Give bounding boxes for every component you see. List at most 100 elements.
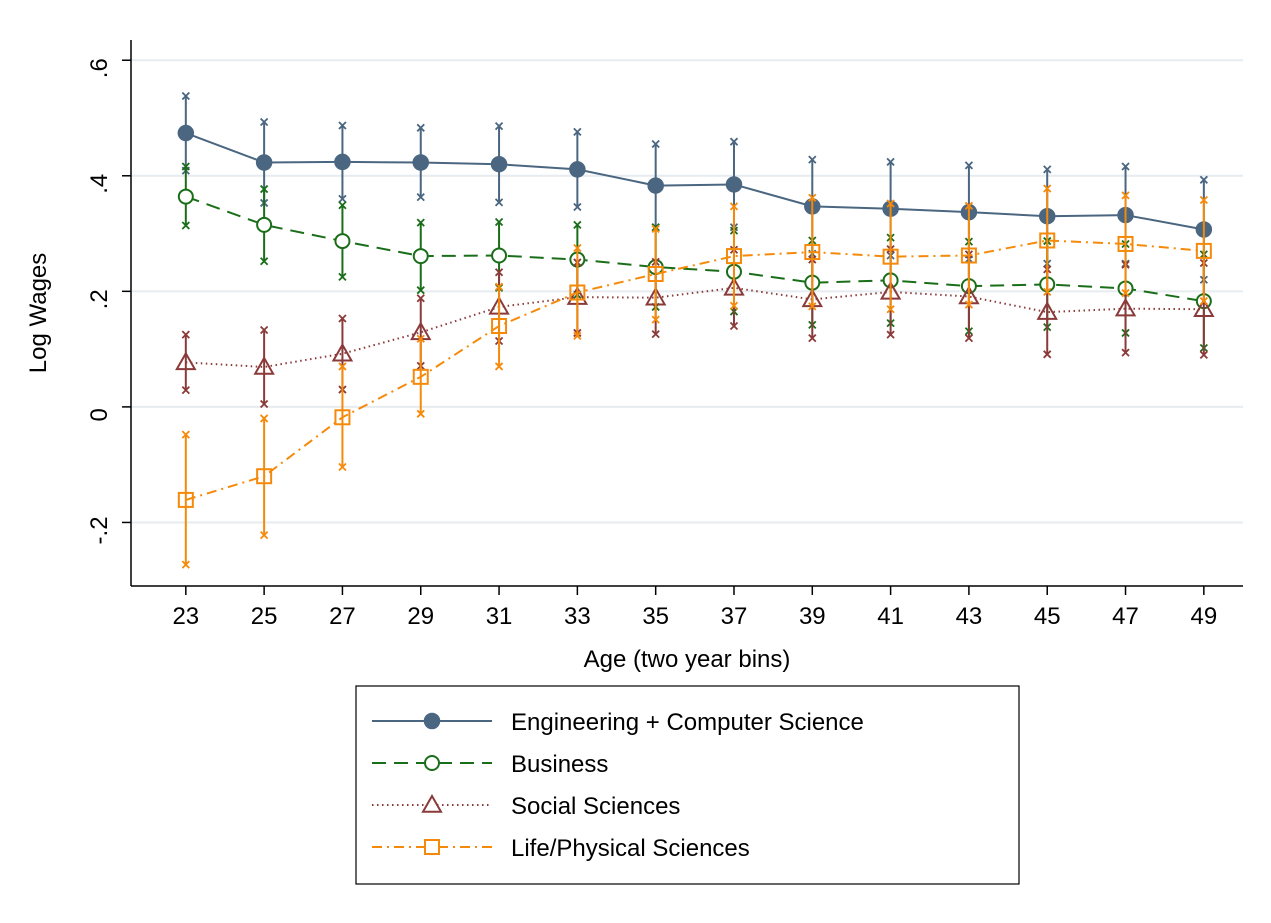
data-point-filled-circle — [334, 153, 351, 171]
series-line — [185, 286, 1204, 369]
data-point-hollow-square — [569, 284, 586, 301]
error-bar-cap — [808, 333, 817, 343]
error-bar-cap — [964, 300, 974, 309]
error-bar-cap — [808, 302, 817, 311]
x-tick-label: 49 — [1190, 603, 1217, 630]
legend-item-4: Life/Physical Sciences — [372, 835, 750, 862]
legend-label: Life/Physical Sciences — [511, 835, 750, 862]
error-bar-cap — [494, 282, 504, 291]
error-bar-cap — [494, 217, 504, 227]
data-point-hollow-triangle — [331, 342, 354, 362]
data-point-hollow-square — [256, 468, 273, 485]
y-axis-title: Log Wages — [25, 253, 52, 374]
error-bar-cap — [651, 224, 660, 234]
x-tick-label: 39 — [799, 603, 826, 630]
error-bar-cap — [181, 91, 190, 101]
error-bar-cap — [573, 202, 582, 212]
error-bar-cap — [259, 414, 269, 423]
error-bar-cap — [1199, 195, 1208, 205]
gridlines — [131, 59, 1243, 524]
series-4 — [177, 184, 1212, 569]
error-bar-cap — [1199, 350, 1208, 360]
x-axis-title: Age (two year bins) — [584, 646, 791, 673]
error-bar-cap — [964, 201, 974, 210]
series-line — [185, 132, 1205, 231]
data-point-hollow-square — [177, 491, 194, 508]
data-point-hollow-triangle — [1193, 298, 1215, 317]
data-point-hollow-square — [882, 248, 899, 265]
error-bar-cap — [338, 314, 347, 323]
error-bar-cap — [651, 315, 660, 324]
x-tick-label: 25 — [251, 603, 278, 630]
y-tick-label: -.2 — [86, 516, 113, 544]
error-bar-cap — [573, 220, 582, 230]
y-tick-label: .2 — [86, 289, 113, 309]
axes — [130, 40, 1243, 587]
error-bar-cap — [651, 329, 660, 339]
error-bar-cap — [259, 117, 269, 127]
error-bar-cap — [1121, 348, 1130, 357]
x-tick-label: 35 — [642, 603, 669, 630]
data-point-hollow-triangle — [175, 351, 197, 371]
error-bar-cap — [181, 330, 190, 339]
error-bar-cap — [416, 193, 425, 202]
error-bar-cap — [181, 385, 190, 395]
error-bar-cap — [181, 430, 190, 439]
data-point-hollow-circle — [334, 233, 351, 250]
legend-item-2: Business — [372, 751, 608, 778]
data-point-hollow-triangle — [1036, 301, 1058, 320]
data-point-hollow-square — [960, 247, 977, 264]
legend-marker-data-point-hollow-triangle — [421, 793, 443, 813]
x-axis-ticks: 23 25 27 29 31 33 35 37 39 41 43 45 47 49 — [172, 586, 1217, 630]
error-bar-cap — [181, 162, 190, 171]
error-bar-cap — [494, 362, 504, 371]
x-tick-label: 41 — [877, 603, 904, 630]
data-point-hollow-square — [1195, 242, 1212, 259]
error-bar-cap — [259, 325, 269, 335]
error-bar-cap — [259, 257, 269, 266]
data-point-filled-circle — [647, 177, 664, 194]
data-point-filled-circle — [412, 154, 429, 171]
error-bar-cap — [886, 157, 895, 167]
error-bar-cap — [494, 121, 504, 131]
error-bar-cap — [1043, 350, 1052, 359]
error-bar-cap — [338, 462, 347, 472]
x-tick-label: 45 — [1034, 603, 1061, 630]
data-point-hollow-triangle — [253, 356, 275, 375]
error-bar-cap — [416, 218, 425, 227]
error-bar-cap — [1043, 165, 1052, 174]
error-bar-cap — [729, 301, 739, 310]
y-tick-label: .4 — [86, 174, 113, 194]
x-tick-label: 47 — [1112, 603, 1139, 630]
y-tick-label: 0 — [86, 408, 113, 421]
error-bar-cap — [808, 155, 817, 164]
error-bar-cap — [1043, 184, 1052, 193]
x-tick-label: 33 — [564, 603, 591, 630]
error-bar-cap — [573, 331, 582, 340]
error-bar-cap — [1121, 191, 1130, 200]
error-bar-cap — [1121, 288, 1130, 298]
series-line — [185, 195, 1205, 303]
error-bar-cap — [338, 201, 347, 210]
error-bar-cap — [181, 221, 190, 230]
data-point-hollow-square — [804, 244, 821, 261]
data-point-hollow-square — [334, 409, 351, 426]
x-tick-label: 29 — [407, 603, 434, 630]
data-point-hollow-square — [412, 368, 429, 385]
legend: Engineering + Computer Science Business So… — [355, 685, 1020, 885]
error-bar-cap — [886, 330, 895, 339]
error-bar-cap — [964, 333, 974, 343]
data-point-hollow-square — [725, 248, 742, 265]
error-bar-cap — [573, 243, 582, 253]
series-line — [185, 239, 1204, 501]
error-bar-cap — [259, 531, 269, 540]
legend-item-3: Social Sciences — [372, 793, 680, 820]
error-bar-cap — [729, 137, 739, 146]
legend-label: Business — [511, 751, 608, 778]
x-tick-label: 37 — [721, 603, 748, 630]
legend-marker-data-point-hollow-square — [424, 839, 440, 855]
error-bar-cap — [259, 399, 269, 409]
error-bar-cap — [729, 321, 739, 331]
x-tick-label: 23 — [172, 603, 199, 630]
